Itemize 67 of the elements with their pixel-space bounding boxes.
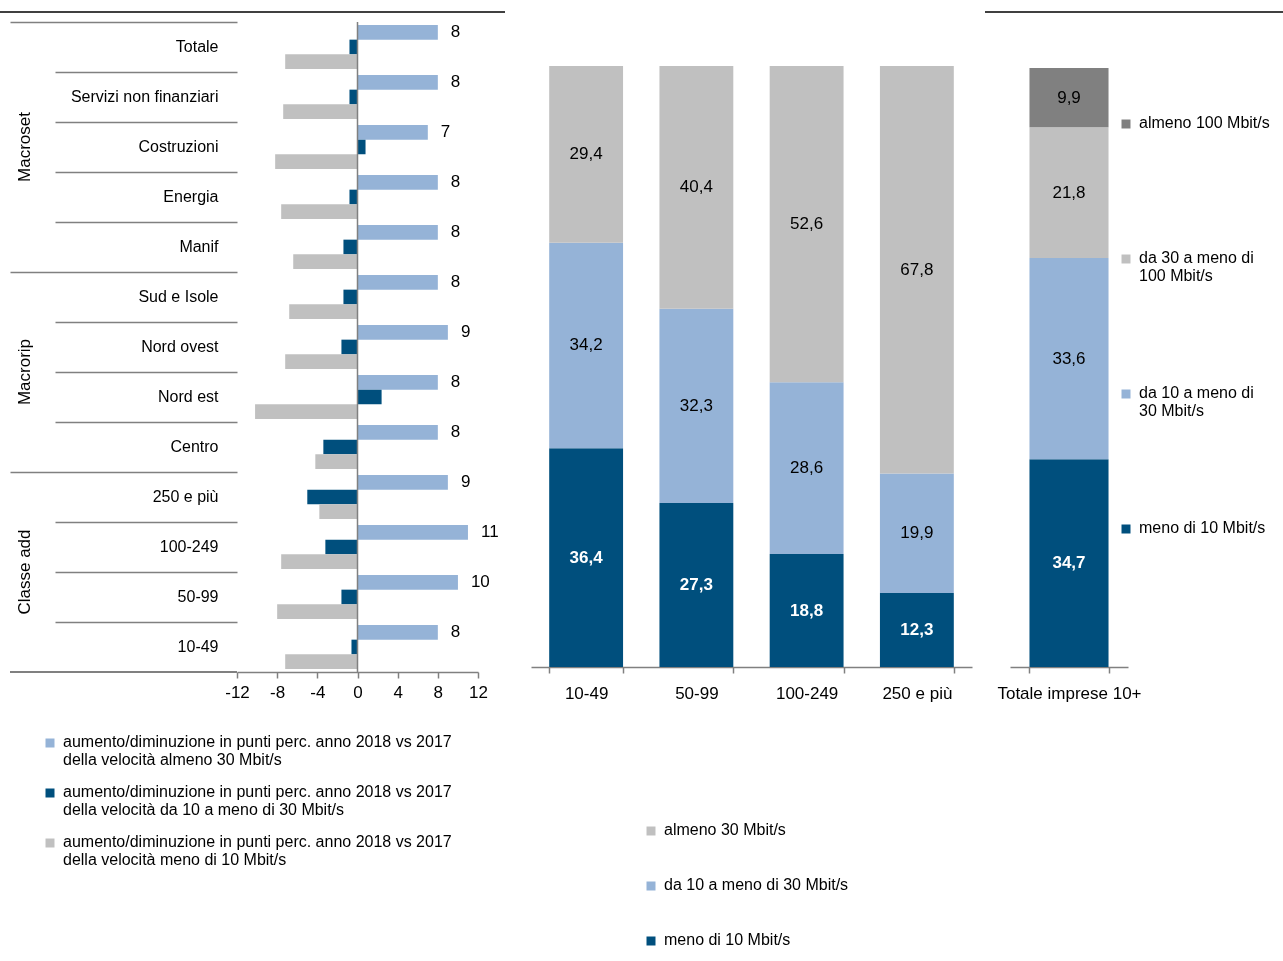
data-label: 27,3 [679,574,713,594]
data-label: 8 [450,72,461,92]
data-label: 9,9 [1057,87,1081,107]
data-label: 10 [470,572,490,592]
x-tick-label: Totale imprese 10+ [997,683,1142,703]
data-label: 34,2 [569,335,603,355]
data-label: 11 [480,522,499,542]
y-tick-label: Nord ovest [141,338,220,355]
x-tick-label: 8 [433,682,444,702]
y-tick-label: Totale [175,38,219,55]
y-tick-label: 100-249 [159,538,219,555]
y-tick-label: Centro [170,438,219,455]
data-label: 32,3 [679,395,713,415]
text: Macroset [15,111,34,182]
x-tick-label: 250 e più [882,683,953,703]
data-label: 7 [440,122,451,142]
data-label: 29,4 [569,144,603,164]
x-tick-label: 100-249 [775,683,839,703]
data-label: 8 [450,172,461,192]
y-tick-label: Servizi non finanziari [70,88,219,105]
text: Classe add [15,529,34,615]
data-label: 8 [450,272,461,292]
legend-label: da 30 a meno di 100 Mbit/s [1139,249,1254,284]
data-label: 8 [450,372,461,392]
legend-label: da 10 a meno di 30 Mbit/s [664,876,849,893]
y-tick-label: 10-49 [177,638,219,655]
data-label: 67,8 [900,259,934,279]
data-label: 34,7 [1052,553,1086,573]
y-tick-label: 250 e più [152,488,219,505]
x-tick-label: 10-49 [564,683,609,703]
data-label: 12,3 [900,620,934,640]
y-tick-label: Sud e Isole [138,288,219,305]
x-tick-label: 0 [353,682,363,702]
x-tick-label: 4 [393,682,403,702]
x-tick-label: -12 [225,682,250,702]
data-label: 8 [450,422,461,442]
data-label: 19,9 [900,523,934,543]
legend-label: aumento/diminuzione in punti perc. anno 2018 vs 2017 della velocità meno di 10 Mbit/s [63,833,452,868]
legend-label: almeno 30 Mbit/s [664,821,786,838]
legend-label: aumento/diminuzione in punti perc. anno 2018 vs 2017 della velocità da 10 a meno di 30 Mbit/s [63,783,452,818]
legend-label: meno di 10 Mbit/s [1139,519,1266,536]
data-label: 8 [450,622,461,642]
data-label: 8 [450,22,461,42]
y-tick-label: 50-99 [177,588,219,605]
data-label: 36,4 [569,547,604,567]
x-tick-label: -4 [310,682,326,702]
data-label: 21,8 [1052,182,1086,202]
y-tick-label: Nord est [158,388,220,405]
x-tick-label: 50-99 [675,683,719,703]
legend-label: aumento/diminuzione in punti perc. anno 2018 vs 2017 della velocità almeno 30 Mbit/s [63,733,452,768]
y-tick-label: Manif [179,238,220,255]
legend-label: da 10 a meno di 30 Mbit/s [1139,384,1254,419]
data-label: 28,6 [790,458,824,478]
legend-label: almeno 100 Mbit/s [1139,114,1270,131]
data-label: 8 [450,222,461,242]
data-label: 33,6 [1052,348,1086,368]
data-label: 9 [460,472,471,492]
data-label: 52,6 [790,214,824,234]
text: Macrorip [15,338,34,406]
data-label: 40,4 [679,177,713,197]
x-tick-label: -8 [270,682,286,702]
y-tick-label: Energia [163,188,219,205]
data-label: 18,8 [790,600,824,620]
x-tick-label: 12 [469,682,488,702]
data-label: 9 [460,322,471,342]
y-tick-label: Costruzioni [138,138,219,155]
legend-label: meno di 10 Mbit/s [664,931,791,948]
